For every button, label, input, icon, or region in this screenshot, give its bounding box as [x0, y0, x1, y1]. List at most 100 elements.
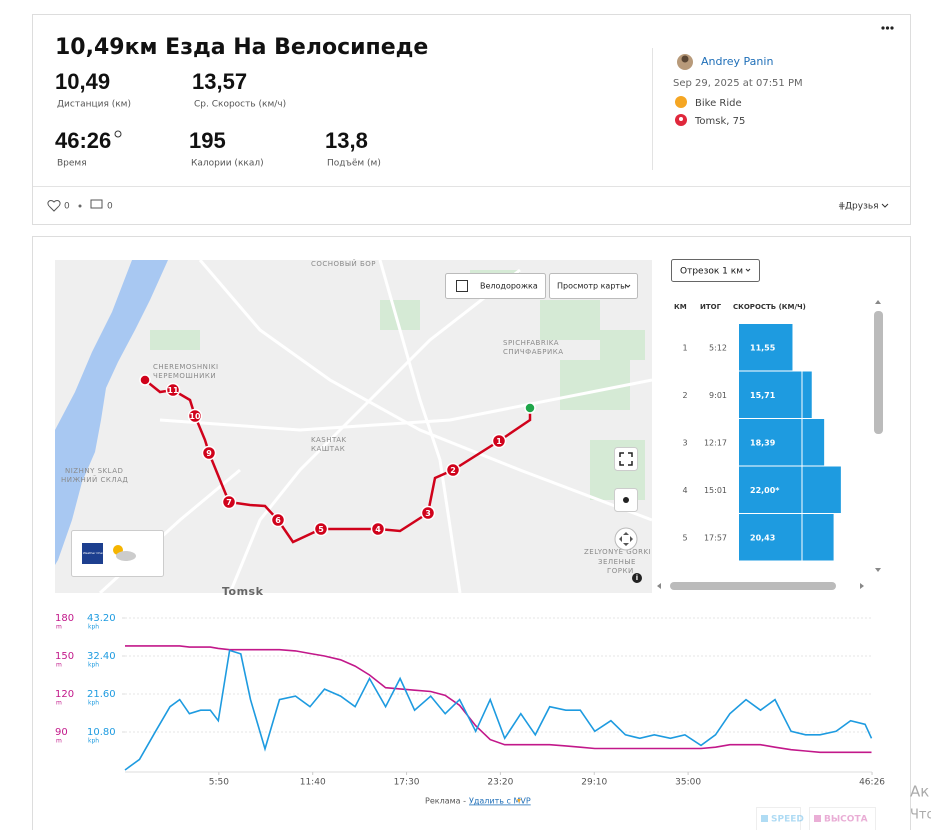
split-header: СКОРОСТЬ (КМ/Ч) — [733, 303, 806, 311]
split-speed-bar — [739, 324, 793, 371]
avatar — [681, 55, 689, 63]
ad-remove-link[interactable]: Удалить с MVP — [469, 797, 531, 806]
km-marker[interactable] — [313, 521, 329, 537]
legend-button[interactable] — [756, 807, 801, 830]
y2-tick-label: 10.80 — [87, 727, 116, 738]
stat-value: 13,8 — [325, 128, 368, 153]
y2-unit: kph — [88, 700, 99, 707]
info-button[interactable] — [632, 573, 642, 583]
route-start — [524, 402, 536, 414]
km-marker-label: 2 — [450, 466, 456, 475]
split-speed-label: 11,55 — [750, 343, 776, 352]
place-label: ЗЕЛЕНЫЕ — [598, 558, 636, 566]
km-marker-label: 1 — [496, 437, 502, 446]
button-label: Велодорожка — [480, 282, 538, 291]
map-view-button[interactable] — [549, 273, 638, 299]
split-speed-bar — [739, 514, 834, 561]
fullscreen-button[interactable] — [614, 447, 638, 471]
legend-button[interactable] — [809, 807, 876, 830]
x-tick-label: 29:10 — [581, 778, 607, 788]
km-marker[interactable] — [370, 521, 386, 537]
km-marker[interactable] — [201, 445, 217, 461]
scrollbar-thumb[interactable] — [874, 311, 883, 434]
comment-icon[interactable] — [90, 199, 103, 209]
more-menu[interactable] — [881, 26, 894, 30]
weather-logo-text: The Weather Channel — [75, 551, 109, 555]
split-speed-label: 18,39 — [750, 438, 776, 447]
side-text: Что — [910, 808, 931, 823]
activity-title: 10,49км Езда На Велосипеде — [55, 35, 428, 60]
x-tick-label: 5:50 — [209, 778, 229, 788]
km-marker-label: 7 — [226, 498, 232, 507]
km-marker[interactable] — [445, 462, 461, 478]
split-speed-label: 22,00* — [750, 486, 780, 495]
series-line — [124, 649, 873, 771]
ad-label: Реклама - — [425, 797, 466, 806]
fullscreen-icon — [619, 452, 633, 466]
km-marker[interactable] — [187, 408, 203, 424]
place-label: КАШТАК — [311, 445, 345, 453]
activity-type: Bike Ride — [695, 98, 742, 109]
activity-card — [32, 14, 911, 225]
stat-label: Время — [57, 159, 87, 169]
x-tick-label: 35:00 — [675, 778, 701, 788]
km-marker[interactable] — [221, 494, 237, 510]
y2-tick-label: 43.20 — [87, 613, 116, 624]
elevation-speed-chart: 90m120m150m180m10.80kph21.60kph32.40kph4… — [55, 613, 885, 830]
pan-control[interactable] — [614, 527, 638, 551]
split-km: 2 — [682, 391, 687, 400]
x-tick-label: 23:20 — [487, 778, 513, 788]
y-unit: m — [56, 624, 62, 631]
split-km: 5 — [682, 533, 687, 542]
y-tick-label: 90 — [55, 727, 68, 738]
activity-icon — [675, 96, 687, 108]
activity-location: Tomsk, 75 — [694, 116, 745, 127]
split-selector[interactable] — [671, 259, 760, 282]
km-marker[interactable] — [165, 382, 181, 398]
split-time: 17:57 — [704, 533, 727, 542]
y-tick-label: 120 — [55, 689, 74, 700]
weather-logo — [82, 543, 103, 564]
split-header: КМ — [674, 303, 687, 311]
km-marker-label: 5 — [318, 525, 324, 534]
like-count: 0 — [64, 202, 70, 212]
checkbox[interactable] — [456, 280, 468, 292]
place-label: Tomsk — [222, 585, 264, 598]
series-line — [125, 645, 872, 754]
stat-value: 46:26 — [55, 128, 111, 153]
comment-count: 0 — [107, 202, 113, 212]
river — [55, 455, 70, 500]
info-icon: i — [636, 574, 638, 582]
y-tick-label: 150 — [55, 651, 74, 662]
legend-swatch — [814, 815, 821, 822]
split-time: 15:01 — [704, 486, 727, 495]
scrollbar-thumb[interactable] — [670, 582, 836, 590]
y2-unit: kph — [88, 624, 99, 631]
stat-label: Дистанция (км) — [57, 100, 131, 110]
separator-dot — [78, 204, 82, 208]
like-icon[interactable] — [47, 200, 61, 212]
legend-label: ВЫСОТА — [824, 815, 868, 825]
km-marker[interactable] — [420, 505, 436, 521]
place-label: KASHTAK — [311, 436, 347, 444]
bike-lane-toggle[interactable] — [445, 273, 546, 299]
split-km: 3 — [682, 438, 687, 447]
km-marker[interactable] — [270, 512, 286, 528]
split-selector-label: Отрезок 1 км — [680, 267, 743, 277]
stat-label: Калории (ккал) — [191, 159, 264, 169]
split-speed-label: 20,43 — [750, 533, 775, 542]
y-unit: m — [56, 738, 62, 745]
km-marker-label: 3 — [425, 509, 431, 518]
x-tick-label: 46:26 — [859, 778, 885, 788]
x-tick-label: 17:30 — [394, 778, 420, 788]
privacy-setting[interactable]: Друзья — [845, 202, 879, 212]
place-label: NIZHNY SKLAD — [65, 467, 123, 475]
km-marker[interactable] — [491, 433, 507, 449]
athlete-name[interactable]: Andrey Panin — [701, 55, 773, 68]
y2-unit: kph — [88, 662, 99, 669]
route-end — [139, 374, 151, 386]
place-label: SPICHFABRIKA — [503, 339, 559, 347]
